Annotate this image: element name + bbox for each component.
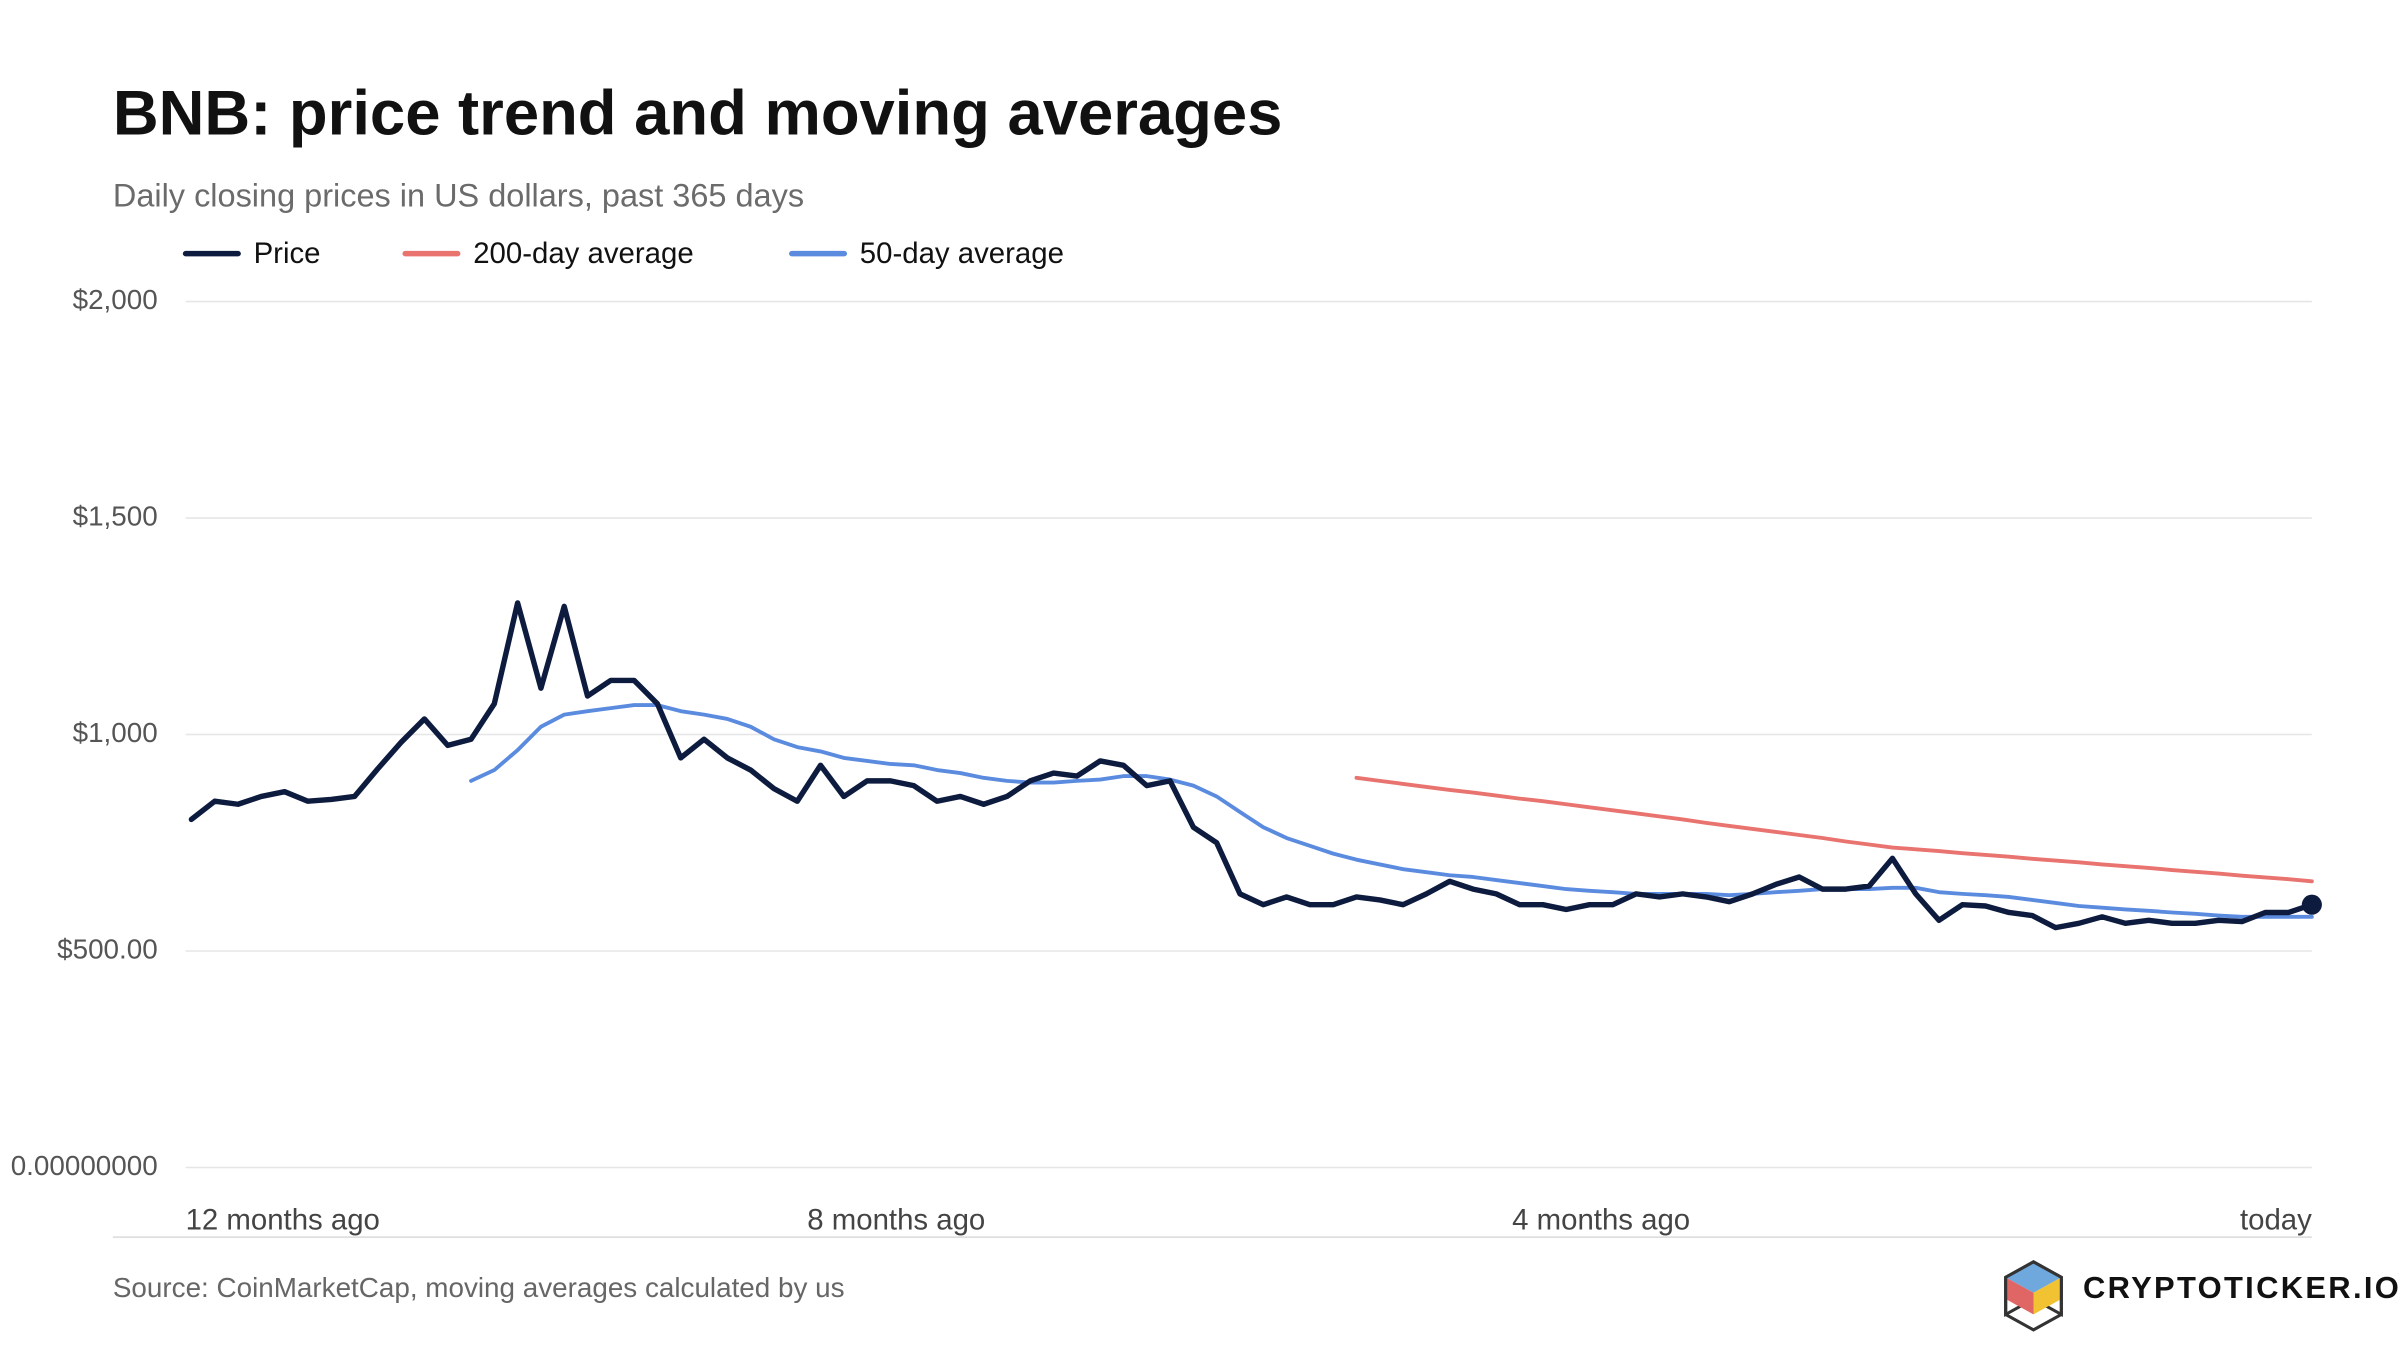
x-tick-label: 4 months ago (1512, 1203, 1690, 1236)
chart-subtitle: Daily closing prices in US dollars, past… (113, 178, 804, 214)
brand-logo (2004, 1260, 2063, 1332)
series-line (188, 600, 2315, 931)
y-tick-label: $2,000 (73, 284, 158, 315)
y-tick-label: 0.00000000 (11, 1150, 158, 1181)
x-tick-label: today (2240, 1203, 2312, 1236)
source-note: Source: CoinMarketCap, moving averages c… (113, 1272, 845, 1303)
legend-label: 200-day average (473, 237, 693, 270)
y-tick-label: $500.00 (57, 933, 158, 964)
legend-label: 50-day average (860, 237, 1064, 270)
x-tick-label: 12 months ago (186, 1203, 380, 1236)
legend-label: Price (254, 237, 321, 270)
y-tick-label: $1,500 (73, 500, 158, 531)
y-tick-label: $1,000 (73, 717, 158, 748)
x-tick-label: 8 months ago (807, 1203, 985, 1236)
series-line (1354, 775, 2314, 884)
last-price-dot (2301, 894, 2322, 915)
brand-name: CRYPTOTICKER.IO (2083, 1270, 2400, 1305)
chart-title: BNB: price trend and moving averages (113, 78, 1283, 148)
series-line (469, 703, 2314, 919)
